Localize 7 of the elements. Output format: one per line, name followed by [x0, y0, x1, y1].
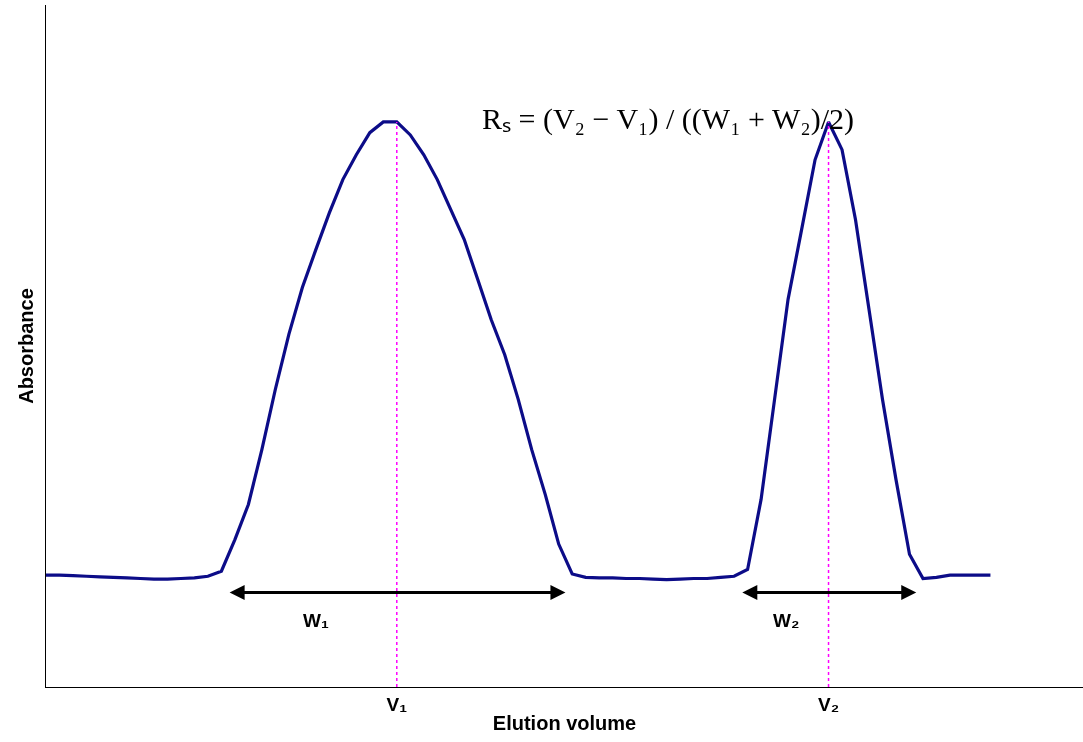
annotation: W₁ — [303, 610, 329, 631]
annotation: Rₛ = (V₂ − V₁) / ((W₁ + W₂)/2) — [482, 102, 855, 136]
y-axis-title: Absorbance — [14, 288, 37, 404]
x-axis-title: Elution volume — [492, 712, 637, 735]
x-tick-label: V₂ — [817, 693, 840, 715]
annotation: W₂ — [773, 610, 800, 631]
x-tick-label: V₁ — [386, 693, 408, 715]
